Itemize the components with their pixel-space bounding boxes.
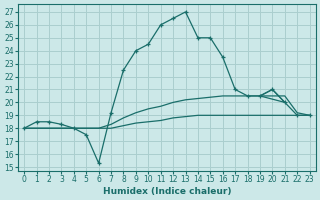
X-axis label: Humidex (Indice chaleur): Humidex (Indice chaleur) [103,187,231,196]
